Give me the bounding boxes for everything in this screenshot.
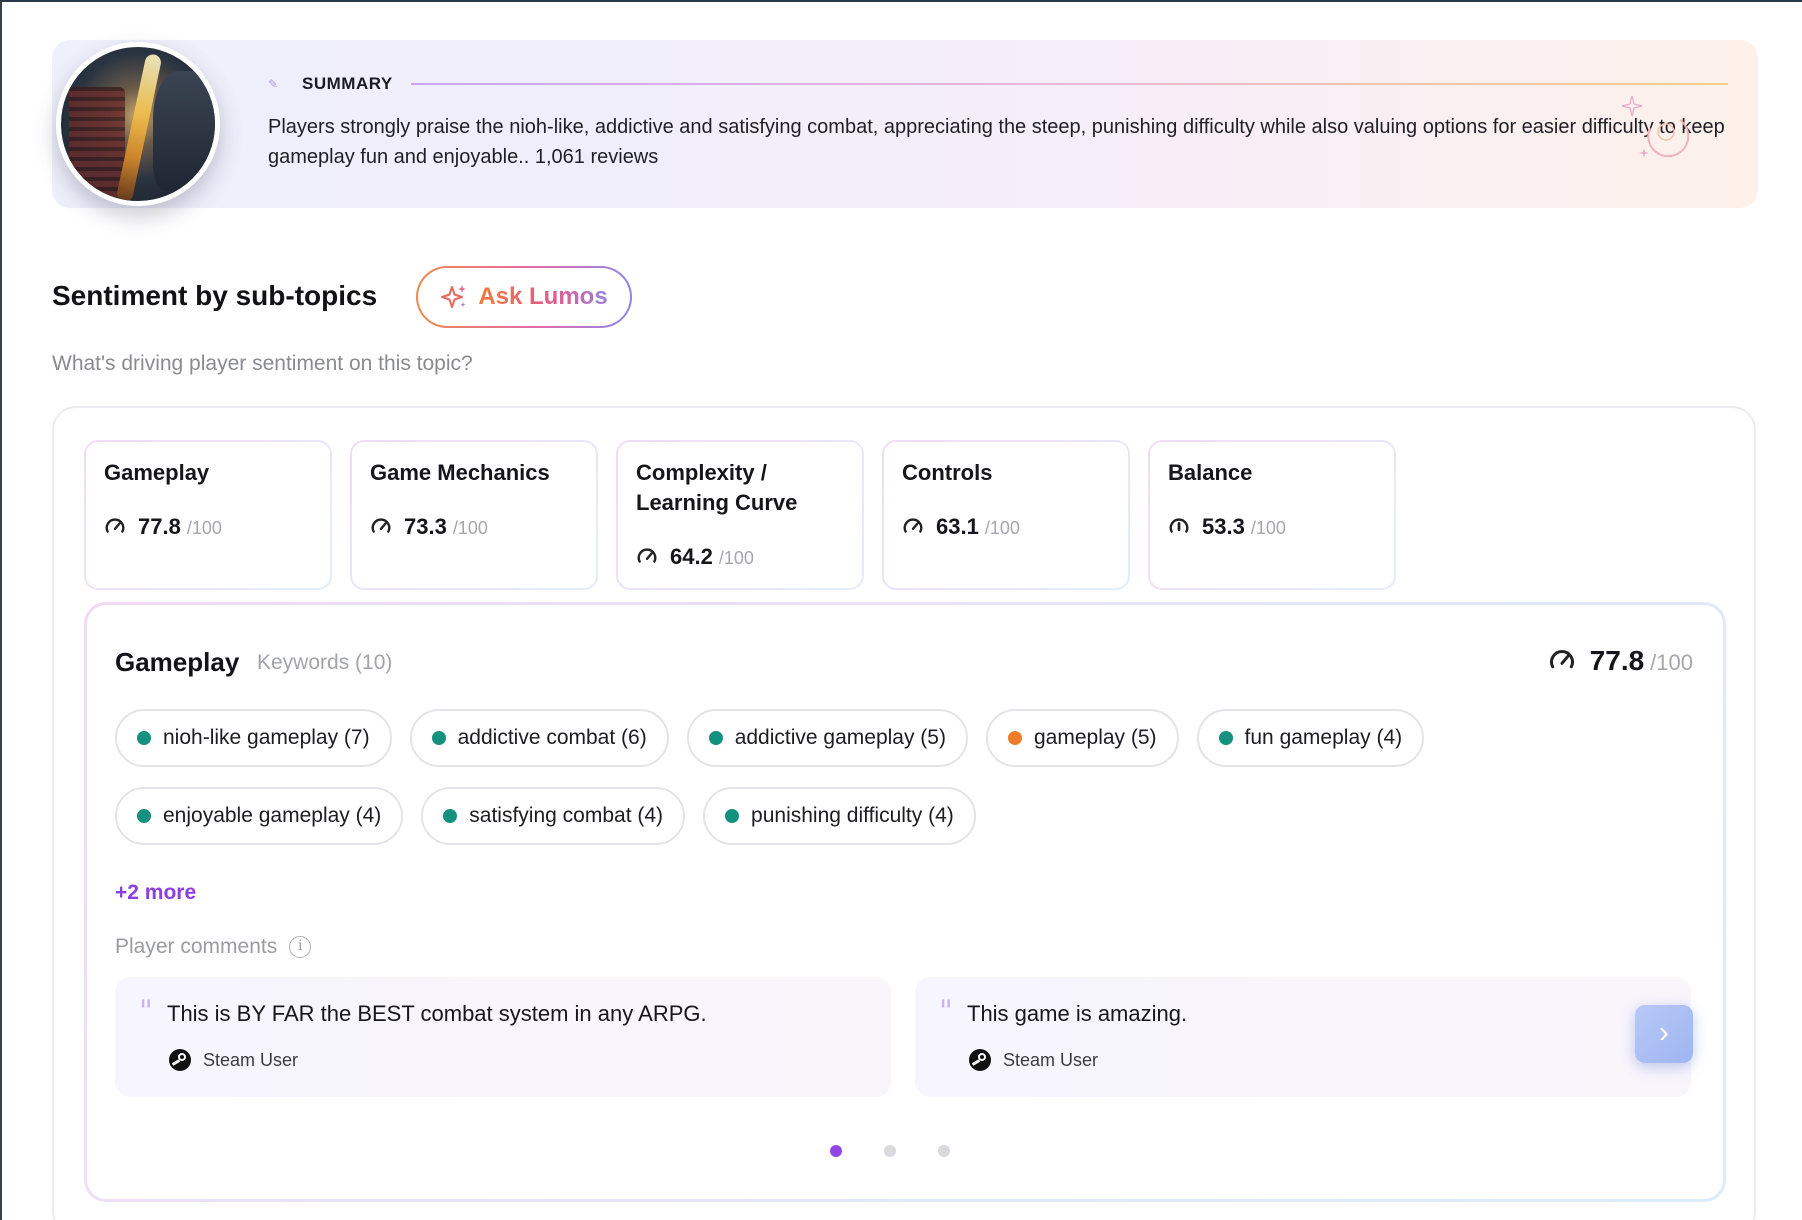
topic-card-gameplay[interactable]: Gameplay 77.8 /100 xyxy=(84,440,332,590)
detail-keywords-count: Keywords (10) xyxy=(257,651,393,674)
subtopics-panel: Gameplay 77.8 /100 Game Mechanics 73.3 /… xyxy=(52,406,1756,1220)
positive-dot-icon xyxy=(725,809,740,823)
ask-lumos-label: Ask Lumos xyxy=(478,283,608,310)
keyword-chip[interactable]: addictive gameplay (5) xyxy=(686,709,968,767)
summary-banner: ✎ SUMMARY Players strongly praise the ni… xyxy=(52,40,1758,210)
topic-name: Controls xyxy=(902,460,993,485)
keyword-chip[interactable]: enjoyable gameplay (4) xyxy=(115,787,404,845)
topic-score-max: /100 xyxy=(452,518,488,538)
keyword-label: nioh-like gameplay (7) xyxy=(163,726,370,749)
keyword-chip[interactable]: fun gameplay (4) xyxy=(1196,709,1425,767)
topic-score: 77.8 /100 xyxy=(104,514,222,540)
topic-name: Complexity / Learning Curve xyxy=(636,460,798,515)
topic-score-value: 63.1 xyxy=(936,514,979,539)
summary-text: Players strongly praise the nioh-like, a… xyxy=(268,116,1725,168)
topic-score-max: /100 xyxy=(186,518,222,538)
keyword-chip[interactable]: addictive combat (6) xyxy=(409,709,669,767)
comments-pagination xyxy=(87,1145,1723,1157)
positive-dot-icon xyxy=(1218,731,1233,745)
info-icon[interactable]: i xyxy=(289,936,312,958)
detail-score: 77.8 /100 xyxy=(1548,645,1693,677)
comment-author: Steam User xyxy=(969,1049,1098,1071)
section-subtitle: What's driving player sentiment on this … xyxy=(52,352,473,375)
game-avatar xyxy=(56,42,220,206)
positive-dot-icon xyxy=(137,809,151,823)
summary-header: ✎ SUMMARY xyxy=(268,74,1728,94)
topic-card-controls[interactable]: Controls 63.1 /100 xyxy=(882,440,1130,590)
summary-card: ✎ SUMMARY Players strongly praise the ni… xyxy=(52,40,1758,208)
gauge-icon xyxy=(637,548,657,563)
steam-icon xyxy=(169,1049,191,1071)
keyword-chip[interactable]: gameplay (5) xyxy=(985,709,1179,767)
comment-text: This game is amazing. xyxy=(967,1001,1188,1026)
comment-card: " This is BY FAR the BEST combat system … xyxy=(115,977,891,1097)
keyword-chip[interactable]: punishing difficulty (4) xyxy=(703,787,976,845)
quote-icon: " xyxy=(939,994,953,1029)
comment-text: This is BY FAR the BEST combat system in… xyxy=(167,1001,707,1026)
keyword-label: satisfying combat (4) xyxy=(469,804,664,827)
negative-dot-icon xyxy=(1007,731,1022,745)
positive-dot-icon xyxy=(431,731,446,745)
player-comments-text: Player comments xyxy=(115,935,278,958)
player-comments-label: Player comments i xyxy=(115,935,312,959)
topic-score: 64.2 /100 xyxy=(636,544,754,570)
keyword-label: fun gameplay (4) xyxy=(1244,726,1403,749)
topic-score-value: 77.8 xyxy=(138,514,181,539)
pagination-dot[interactable] xyxy=(938,1145,950,1157)
keyword-label: gameplay (5) xyxy=(1033,726,1157,749)
detail-score-max: /100 xyxy=(1650,650,1693,675)
gauge-icon xyxy=(371,518,391,533)
topic-card-game-mechanics[interactable]: Game Mechanics 73.3 /100 xyxy=(350,440,598,590)
positive-dot-icon xyxy=(137,731,151,745)
more-keywords-link[interactable]: +2 more xyxy=(115,881,197,904)
summary-sparkle-icon: ✎ xyxy=(268,77,279,91)
summary-divider xyxy=(410,83,1728,85)
topic-score: 53.3 /100 xyxy=(1168,514,1286,540)
steam-icon xyxy=(969,1049,991,1071)
keyword-label: addictive combat (6) xyxy=(457,726,647,749)
topic-score-max: /100 xyxy=(984,518,1020,538)
topic-score-max: /100 xyxy=(718,548,754,568)
topic-score-value: 73.3 xyxy=(404,514,447,539)
topic-name: Balance xyxy=(1168,460,1253,485)
keyword-chips: nioh-like gameplay (7) addictive combat … xyxy=(115,709,1515,865)
comment-author-name: Steam User xyxy=(1003,1049,1099,1070)
topic-name: Gameplay xyxy=(104,460,210,485)
comment-card: " This game is amazing. Steam User xyxy=(915,977,1691,1097)
gauge-icon xyxy=(105,518,125,533)
gauge-icon xyxy=(903,518,923,533)
sparkle-icon xyxy=(441,285,467,308)
pagination-dot[interactable] xyxy=(884,1145,896,1157)
decorative-sparkle-icon xyxy=(1621,95,1690,158)
topic-card-balance[interactable]: Balance 53.3 /100 xyxy=(1148,440,1396,590)
detail-score-value: 77.8 xyxy=(1589,645,1645,676)
keyword-chip[interactable]: nioh-like gameplay (7) xyxy=(115,709,392,767)
keyword-chip[interactable]: satisfying combat (4) xyxy=(421,787,686,845)
topic-card-complexity[interactable]: Complexity / Learning Curve 64.2 /100 xyxy=(616,440,864,590)
quote-icon: " xyxy=(139,994,153,1029)
detail-title: Gameplay xyxy=(115,647,240,677)
pagination-dot-active[interactable] xyxy=(830,1145,842,1157)
topic-score-max: /100 xyxy=(1250,518,1286,538)
section-title: Sentiment by sub-topics xyxy=(52,280,378,311)
topic-detail-card: Gameplay Keywords (10) 77.8 /100 nioh-li… xyxy=(84,602,1726,1202)
balance-gauge-icon xyxy=(1169,518,1189,533)
ask-lumos-button[interactable]: Ask Lumos xyxy=(416,266,632,328)
topic-score: 63.1 /100 xyxy=(902,514,1020,540)
comment-author: Steam User xyxy=(169,1049,298,1071)
keyword-label: addictive gameplay (5) xyxy=(734,726,946,749)
next-comments-button[interactable]: › xyxy=(1635,1005,1693,1063)
comment-author-name: Steam User xyxy=(203,1049,299,1070)
gauge-icon xyxy=(1549,650,1574,669)
keyword-label: punishing difficulty (4) xyxy=(751,804,954,827)
positive-dot-icon xyxy=(708,731,723,745)
topic-score: 73.3 /100 xyxy=(370,514,488,540)
topic-score-value: 64.2 xyxy=(670,544,713,569)
topic-score-value: 53.3 xyxy=(1202,514,1245,539)
summary-label: SUMMARY xyxy=(302,74,393,93)
keyword-label: enjoyable gameplay (4) xyxy=(163,804,382,827)
topic-name: Game Mechanics xyxy=(370,460,550,485)
positive-dot-icon xyxy=(443,809,458,823)
chevron-right-icon: › xyxy=(1659,1016,1669,1049)
